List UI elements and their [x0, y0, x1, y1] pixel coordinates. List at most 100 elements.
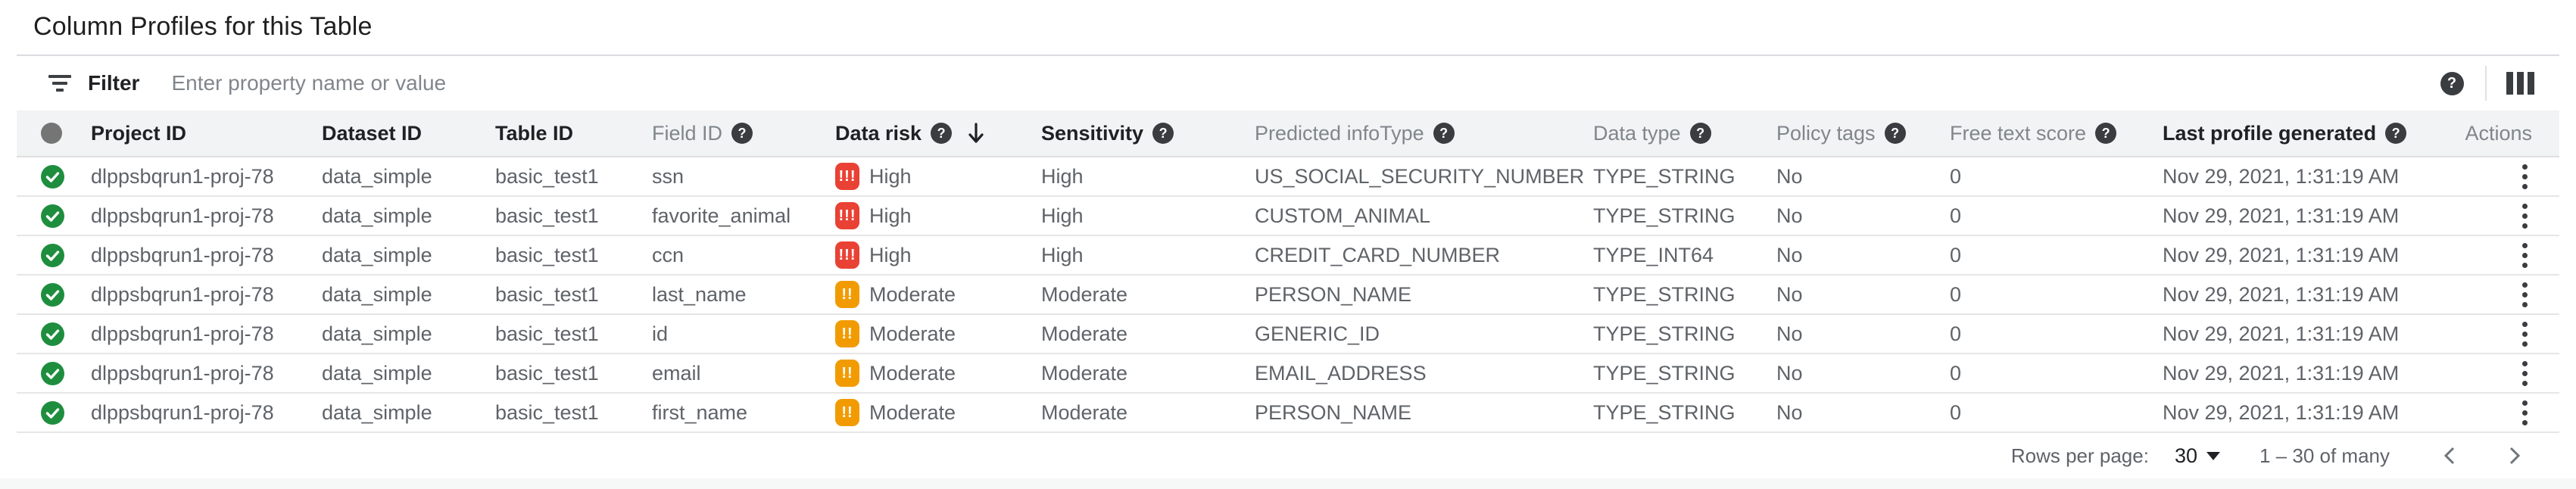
cell-table_id: basic_test1: [495, 322, 599, 345]
cell-free_text_score: 0: [1950, 361, 1962, 385]
row-status-cell: [17, 400, 91, 425]
cell-project_id: dlppsbqrun1-proj-78: [91, 164, 274, 188]
cell-dataset_id: data_simple: [322, 164, 432, 188]
cell-actions: [2438, 357, 2559, 391]
row-status-cell: [17, 243, 91, 267]
column-header-predicted_infotype[interactable]: Predicted infoType?: [1255, 122, 1593, 145]
column-header-dataset_id[interactable]: Dataset ID: [322, 122, 495, 145]
cell-field_id: favorite_animal: [652, 204, 791, 227]
risk-label: High: [869, 243, 912, 266]
row-actions-menu-button[interactable]: [2518, 238, 2532, 273]
column-header-label: Data risk: [835, 121, 922, 145]
column-display-options-button[interactable]: [2500, 64, 2540, 103]
cell-dataset_id: data_simple: [322, 204, 432, 227]
cell-last_profile_generated: Nov 29, 2021, 1:31:19 AM: [2163, 322, 2400, 345]
help-button[interactable]: ?: [2432, 64, 2472, 103]
check-circle-icon: [41, 400, 64, 425]
help-icon[interactable]: ?: [1689, 123, 1711, 144]
cell-last_profile_generated: Nov 29, 2021, 1:31:19 AM: [2163, 243, 2400, 266]
risk-badge-moderate: !!: [835, 399, 859, 426]
row-actions-menu-button[interactable]: [2518, 317, 2532, 351]
column-header-label: Project ID: [91, 121, 187, 145]
row-actions-menu-button[interactable]: [2518, 396, 2532, 430]
cell-table_id: basic_test1: [495, 361, 599, 385]
column-header-sensitivity[interactable]: Sensitivity?: [1041, 122, 1255, 145]
cell-policy_tags: No: [1776, 282, 1803, 306]
kebab-menu-icon: [2522, 321, 2528, 327]
row-actions-menu-button[interactable]: [2518, 357, 2532, 391]
row-status-cell: [17, 204, 91, 228]
column-header-table_id[interactable]: Table ID: [495, 122, 652, 145]
cell-data_type: TYPE_STRING: [1593, 400, 1736, 424]
chevron-right-icon: [2509, 447, 2521, 465]
cell-predicted_infotype: PERSON_NAME: [1255, 400, 1412, 424]
help-icon[interactable]: ?: [1884, 123, 1906, 144]
column-header-label: Policy tags: [1776, 121, 1876, 145]
cell-table_id: basic_test1: [495, 164, 599, 188]
cell-predicted_infotype: EMAIL_ADDRESS: [1255, 361, 1427, 385]
kebab-menu-icon: [2522, 360, 2528, 366]
column-selector-icon: [2506, 72, 2534, 95]
pagination-range-label: 1 – 30 of many: [2259, 444, 2390, 467]
column-header-last_profile_generated[interactable]: Last profile generated?: [2163, 122, 2438, 145]
cell-data_type: TYPE_STRING: [1593, 164, 1736, 188]
cell-table_id: basic_test1: [495, 400, 599, 424]
table-row: dlppsbqrun1-proj-78 data_simple basic_test…: [17, 354, 2559, 394]
column-header-project_id[interactable]: Project ID: [91, 122, 322, 145]
column-header-field_id[interactable]: Field ID?: [652, 122, 835, 145]
row-status-cell: [17, 282, 91, 307]
cell-data-risk: !!! High: [835, 241, 1041, 269]
column-header-data_type[interactable]: Data type?: [1593, 122, 1776, 145]
filter-label: Filter: [88, 71, 140, 95]
rows-per-page-value: 30: [2174, 444, 2197, 467]
caret-down-icon: [2206, 451, 2220, 460]
cell-field_id: email: [652, 361, 701, 385]
cell-data_type: TYPE_STRING: [1593, 322, 1736, 345]
column-header-label: Last profile generated: [2163, 121, 2377, 145]
sort-descending-arrow-icon[interactable]: [967, 121, 985, 145]
column-header-data_risk[interactable]: Data risk?: [835, 121, 1041, 145]
cell-actions: [2438, 160, 2559, 194]
status-column-circle-icon: [41, 123, 62, 144]
cell-field_id: id: [652, 322, 669, 345]
column-header-policy_tags[interactable]: Policy tags?: [1776, 122, 1950, 145]
rows-per-page-select[interactable]: 30: [2175, 444, 2220, 468]
cell-dataset_id: data_simple: [322, 282, 432, 306]
cell-dataset_id: data_simple: [322, 361, 432, 385]
cell-data_type: TYPE_STRING: [1593, 282, 1736, 306]
filter-button[interactable]: Filter: [47, 70, 139, 96]
help-icon[interactable]: ?: [1152, 123, 1174, 144]
cell-policy_tags: No: [1776, 164, 1803, 188]
column-header-actions[interactable]: Actions: [2438, 122, 2559, 145]
column-header-label: Table ID: [495, 121, 574, 145]
help-icon[interactable]: ?: [2095, 123, 2117, 144]
help-icon[interactable]: ?: [731, 123, 753, 144]
risk-badge-high: !!!: [835, 241, 859, 269]
row-actions-menu-button[interactable]: [2518, 199, 2532, 233]
column-header-label: Predicted infoType: [1255, 121, 1424, 145]
help-icon[interactable]: ?: [1433, 123, 1455, 144]
previous-page-button[interactable]: [2434, 439, 2467, 472]
cell-policy_tags: No: [1776, 204, 1803, 227]
row-status-cell: [17, 361, 91, 385]
help-icon[interactable]: ?: [2385, 123, 2407, 144]
cell-policy_tags: No: [1776, 361, 1803, 385]
row-actions-menu-button[interactable]: [2518, 160, 2532, 194]
cell-data_type: TYPE_INT64: [1593, 243, 1714, 266]
risk-label: Moderate: [869, 282, 956, 306]
cell-last_profile_generated: Nov 29, 2021, 1:31:19 AM: [2163, 361, 2400, 385]
column-header-label: Sensitivity: [1041, 121, 1144, 145]
cell-field_id: ccn: [652, 243, 685, 266]
kebab-menu-icon: [2522, 164, 2528, 170]
help-icon[interactable]: ?: [931, 123, 953, 144]
filter-list-icon: [47, 70, 73, 96]
cell-free_text_score: 0: [1950, 400, 1962, 424]
chevron-left-icon: [2443, 447, 2455, 465]
filter-input[interactable]: [171, 71, 2432, 95]
cell-project_id: dlppsbqrun1-proj-78: [91, 322, 274, 345]
cell-data-risk: !! Moderate: [835, 360, 1041, 387]
column-header-free_text_score[interactable]: Free text score?: [1950, 122, 2163, 145]
check-circle-icon: [41, 282, 64, 307]
next-page-button[interactable]: [2497, 439, 2531, 472]
row-actions-menu-button[interactable]: [2518, 278, 2532, 312]
